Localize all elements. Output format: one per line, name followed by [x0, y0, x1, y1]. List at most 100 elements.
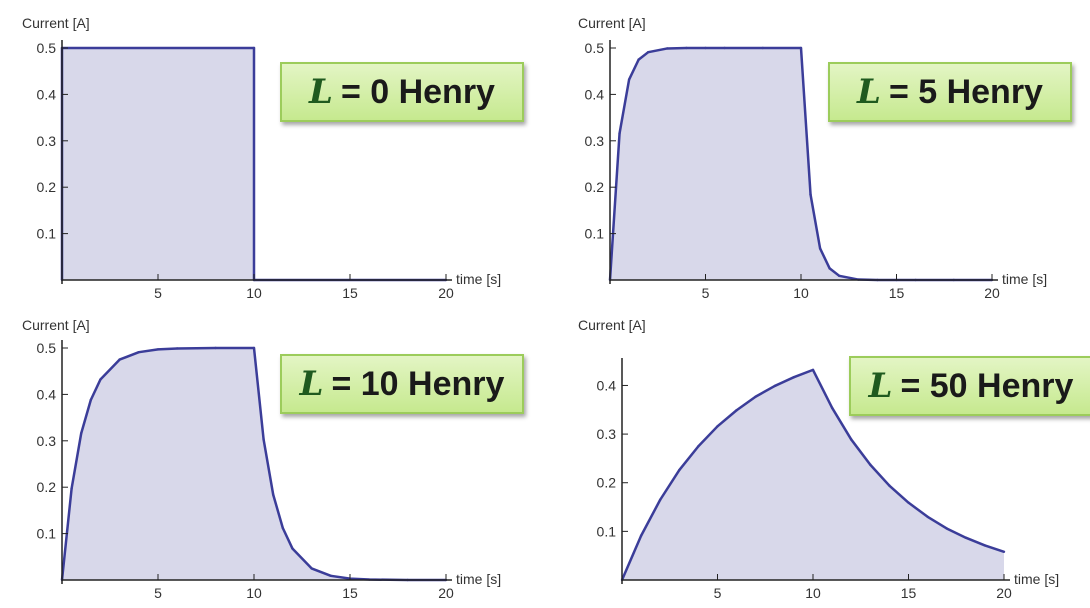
x-tick-label: 15: [889, 285, 905, 301]
data-point: [647, 50, 650, 54]
data-point: [137, 350, 140, 354]
y-tick-label: 0.1: [585, 226, 605, 242]
data-point: [310, 567, 313, 570]
data-point: [80, 432, 83, 435]
y-tick-label: 0.1: [597, 523, 617, 539]
area-fill: [610, 48, 992, 280]
inductance-value: = 10 Henry: [331, 364, 505, 403]
x-tick-label: 10: [793, 285, 809, 301]
data-point: [659, 498, 662, 501]
data-point: [723, 46, 726, 50]
data-point: [1002, 550, 1006, 553]
data-point: [754, 395, 757, 398]
data-point: [830, 406, 834, 410]
y-tick-label: 0.4: [37, 86, 57, 102]
data-point: [704, 46, 707, 50]
y-tick-label: 0.2: [597, 475, 617, 491]
x-axis-title: time [s]: [456, 271, 501, 287]
x-tick-label: 15: [342, 585, 358, 601]
data-point: [735, 409, 738, 412]
y-tick-label: 0.4: [37, 386, 57, 402]
data-point: [272, 493, 275, 496]
y-axis-title: Current [A]: [578, 317, 646, 333]
y-tick-label: 0.5: [585, 40, 605, 56]
x-tick-label: 5: [154, 585, 162, 601]
data-point: [329, 574, 332, 578]
data-point: [964, 536, 967, 539]
y-tick-label: 0.2: [37, 479, 57, 495]
x-tick-label: 15: [901, 585, 917, 601]
data-point: [716, 425, 719, 428]
y-tick-label: 0.3: [37, 433, 57, 449]
data-point: [809, 193, 812, 196]
x-axis-title: time [s]: [456, 571, 501, 587]
y-tick-label: 0.2: [37, 179, 57, 195]
chart-svg: 5 10 15 20 0.1 0.2 0.3 0.4 0.5 Current [A] time [s…: [22, 317, 501, 601]
data-point: [850, 438, 853, 441]
chart-panel-l0: 5 10 15 20 0.1 0.2 0.3 0.4 0.5 Current [A] time [s…: [12, 12, 524, 304]
y-axis-title: Current [A]: [22, 15, 90, 31]
inductance-symbol: L: [857, 72, 881, 112]
x-tick-label: 5: [714, 585, 722, 601]
y-tick-label: 0.3: [585, 133, 605, 149]
x-tick-label: 20: [438, 285, 454, 301]
data-point: [618, 132, 621, 135]
data-point: [773, 384, 776, 388]
data-point: [291, 547, 294, 550]
y-tick-label: 0.1: [37, 226, 57, 242]
inductance-value: = 0 Henry: [340, 72, 495, 111]
inductance-symbol: L: [299, 364, 324, 404]
data-point: [799, 46, 803, 50]
x-axis-title: time [s]: [1002, 271, 1047, 287]
x-tick-label: 20: [438, 585, 454, 601]
data-point: [252, 346, 256, 350]
y-tick-label: 0.3: [597, 426, 617, 442]
y-tick-label: 0.5: [37, 340, 57, 356]
inductance-value: = 5 Henry: [888, 72, 1043, 111]
y-axis-title: Current [A]: [578, 15, 646, 31]
data-point: [697, 445, 700, 448]
inductance-symbol: L: [868, 366, 893, 406]
data-point: [214, 346, 217, 350]
data-point: [678, 468, 681, 472]
area-fill: [622, 369, 1004, 580]
x-tick-label: 10: [246, 285, 262, 301]
y-tick-label: 0.4: [585, 86, 605, 102]
data-point: [89, 398, 93, 402]
data-point: [637, 58, 640, 61]
data-point: [262, 438, 265, 441]
data-point: [252, 46, 256, 50]
data-point: [907, 501, 910, 504]
y-tick-label: 0.1: [37, 526, 57, 542]
data-point: [685, 46, 688, 50]
data-point: [70, 487, 73, 490]
area-fill: [62, 348, 446, 580]
y-axis-title: Current [A]: [22, 317, 90, 333]
y-tick-label: 0.2: [585, 179, 605, 195]
chart-svg: 5 10 15 20 0.1 0.2 0.3 0.4 Current [A] time [s]: [578, 317, 1059, 601]
data-point: [888, 484, 891, 487]
x-tick-label: 15: [342, 285, 358, 301]
data-point: [156, 348, 160, 351]
data-point: [627, 78, 631, 81]
data-point: [945, 527, 948, 530]
x-tick-label: 20: [996, 585, 1012, 601]
data-point: [838, 274, 841, 278]
x-tick-label: 5: [154, 285, 162, 301]
chart-panel-l5: 5 10 15 20 0.1 0.2 0.3 0.4 0.5 Current [A] time [s…: [568, 12, 1080, 304]
data-point: [666, 47, 669, 50]
chart-svg: 5 10 15 20 0.1 0.2 0.3 0.4 0.5 Current [A] time [s…: [22, 15, 501, 301]
data-point: [176, 347, 179, 350]
data-point: [811, 368, 815, 372]
data-point: [639, 534, 643, 537]
y-tick-label: 0.5: [37, 40, 57, 56]
inductance-label: L = 10 Henry: [280, 354, 524, 414]
inductance-symbol: L: [309, 72, 333, 112]
x-axis-title: time [s]: [1014, 571, 1059, 587]
inductance-label: L = 50 Henry: [849, 356, 1090, 416]
data-point: [869, 463, 872, 466]
chart-panel-l10: 5 10 15 20 0.1 0.2 0.3 0.4 0.5 Current [A] time [s…: [12, 314, 524, 606]
data-point: [99, 378, 102, 381]
x-tick-label: 5: [702, 285, 710, 301]
data-point: [118, 358, 121, 361]
